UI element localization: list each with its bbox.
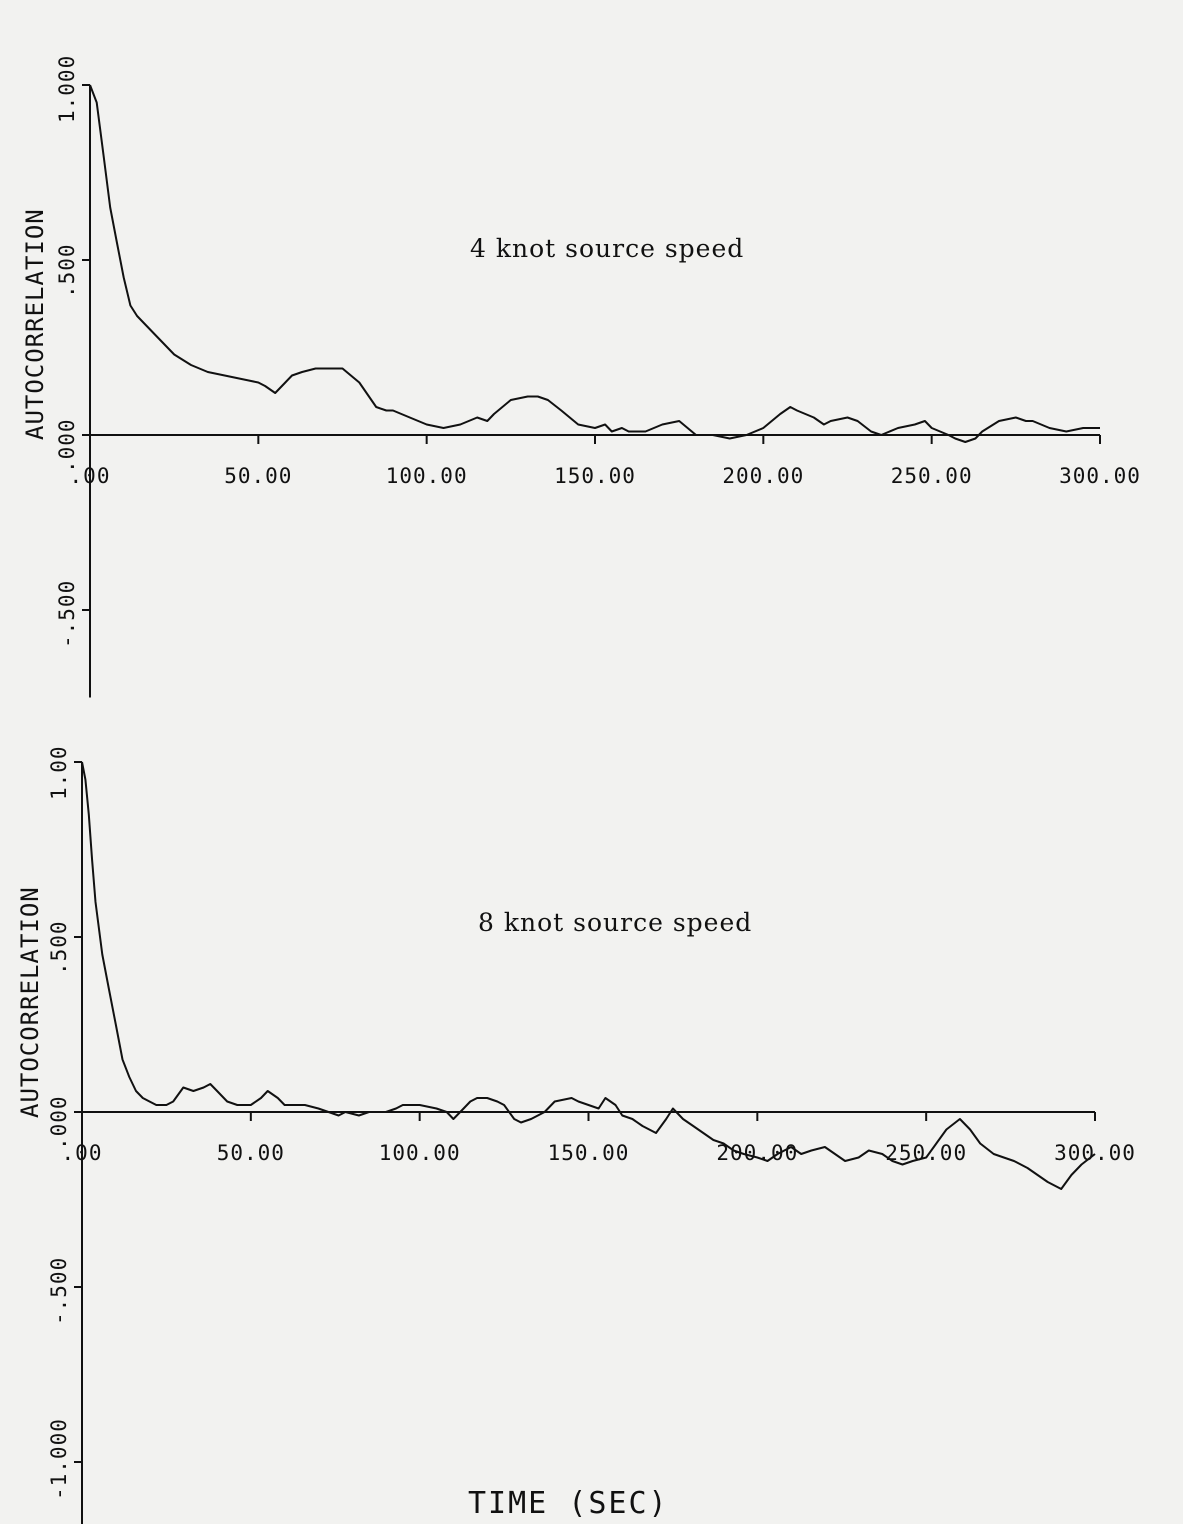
- x-tick-label: 150.00: [554, 464, 636, 488]
- y-tick-label: 1.000: [55, 55, 79, 123]
- y-tick-label: -.500: [55, 580, 79, 648]
- chart-top-ylabel: AUTOCORRELATION: [21, 208, 49, 440]
- x-tick-label: 50.00: [224, 464, 292, 488]
- x-tick-label: 200.00: [722, 464, 804, 488]
- x-tick-label: 300.00: [1059, 464, 1141, 488]
- x-tick-label: 50.00: [217, 1141, 285, 1165]
- y-tick-label: -1.000: [47, 1418, 71, 1500]
- y-tick-label: .000: [47, 1095, 71, 1150]
- x-tick-label: 150.00: [548, 1141, 630, 1165]
- chart-top: 4 knot source speed AUTOCORRELATION -.50…: [21, 55, 1141, 698]
- y-tick-label: -.500: [47, 1257, 71, 1325]
- chart-bottom-xlabel: TIME (SEC): [468, 1486, 669, 1521]
- x-tick-label: .00: [70, 464, 111, 488]
- x-tick-label: 100.00: [379, 1141, 461, 1165]
- y-tick-label: 1.00: [47, 745, 71, 800]
- x-tick-label: 300.00: [1054, 1141, 1136, 1165]
- series-line: [81, 761, 1096, 1190]
- chart-bottom-ylabel: AUTOCORRELATION: [16, 886, 44, 1118]
- chart-bottom: 8 knot source speed AUTOCORRELATION -1.0…: [16, 745, 1136, 1524]
- y-tick-label: .500: [47, 920, 71, 975]
- chart-bottom-annotation: 8 knot source speed: [478, 908, 752, 937]
- x-tick-label: 250.00: [891, 464, 973, 488]
- y-tick-label: .000: [55, 418, 79, 473]
- y-tick-label: .500: [55, 243, 79, 298]
- x-tick-label: 250.00: [885, 1141, 967, 1165]
- chart-top-annotation: 4 knot source speed: [470, 234, 744, 263]
- chart-bottom-marks: -1.000 -.500 .000 .500 1.00 .00 50.00 100.00 150…: [47, 745, 1136, 1524]
- chart-top-marks: -.500 .000 .500 1.000 .00 50.00 100.00 150.00 20…: [55, 55, 1141, 698]
- x-tick-label: .00: [62, 1141, 103, 1165]
- series-line: [89, 84, 1100, 443]
- x-tick-label: 200.00: [716, 1141, 798, 1165]
- x-tick-label: 100.00: [386, 464, 468, 488]
